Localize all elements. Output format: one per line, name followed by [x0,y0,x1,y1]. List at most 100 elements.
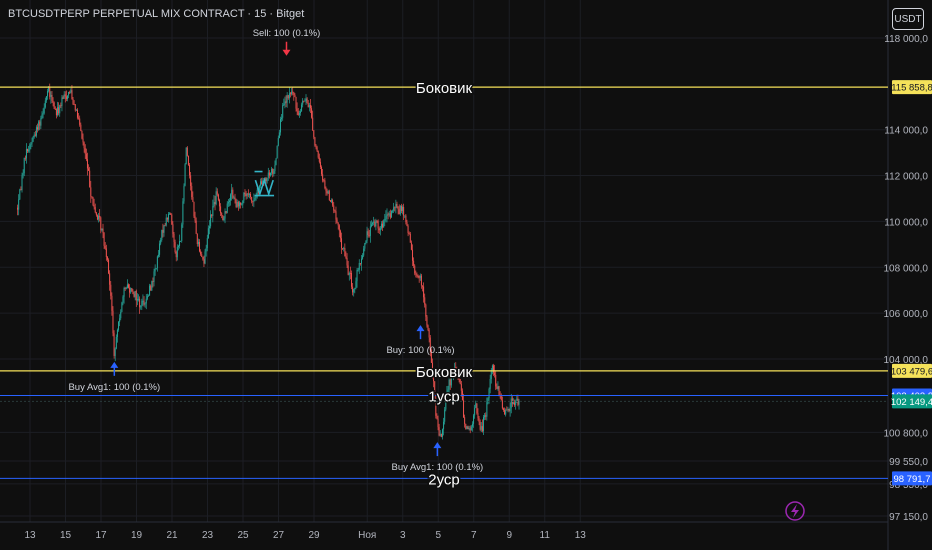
candle-body [328,191,330,201]
candle-body [304,100,306,102]
candle-body [508,408,510,412]
candle-body [465,423,467,429]
candle-body [60,105,62,107]
candle-body [509,407,511,412]
candle-body [89,170,91,188]
candle-body [39,121,41,126]
candle-body [265,178,267,182]
candle-body [131,288,133,292]
candle-body [294,94,296,97]
candle-body [337,222,339,226]
candle-body [479,421,481,430]
candle-body [505,409,507,415]
candle-body [281,117,283,120]
candle-body [38,121,40,130]
candle-body [225,211,227,213]
level-badge [892,363,932,378]
candle-body [380,223,382,229]
candle-body [476,403,478,414]
candle-body [183,185,185,202]
candle-body [301,104,303,112]
candle-body [142,300,144,302]
price-axis[interactable]: 118 000,0 114 000,0 112 000,0 110 000,0 108 … [884,34,929,523]
candle-body [226,203,228,213]
candle-body [272,168,274,174]
candle-body [336,219,338,223]
candle-body [88,168,90,171]
level-name-label: Боковик [416,364,473,381]
currency-button[interactable]: USDT [892,8,924,30]
level-badge-label: 115 858,8 [891,83,932,94]
candle-body [73,104,75,106]
candle-body [501,400,503,409]
candle-body [232,189,234,198]
candle-body [308,105,310,108]
level-badge [892,471,932,486]
candle-body [201,254,203,258]
candle-body [270,172,272,176]
candle-body [241,204,243,206]
candle-body [194,216,196,221]
candle-body [405,215,407,223]
candle-body [230,194,232,201]
time-axis[interactable]: 13 15 17 19 21 23 25 27 29 Ноя 3 5 7 9 11 13 [24,530,586,541]
candle-body [33,134,35,138]
candle-body [48,87,50,92]
candle-body [342,248,344,250]
candle-body [313,130,315,138]
candle-body [173,233,175,242]
lightning-icon[interactable] [785,501,805,521]
candle-body [247,193,249,195]
candle-body [258,185,260,191]
candle-body [417,276,419,277]
candle-body [62,97,64,99]
candle-body [307,103,309,108]
candle-body [111,295,113,311]
candle-body [467,426,469,430]
level-badge [892,394,932,409]
candle-body [377,221,379,229]
candle-body [318,157,320,162]
candle-body [66,95,68,100]
candle-body [179,241,181,246]
candle-body [444,409,446,422]
candle-body [96,215,98,220]
candle-body [500,395,502,401]
candle-body [510,398,512,408]
candle-body [457,371,459,376]
candle-body [181,224,183,241]
candle-body [386,214,388,216]
x-tick-label: 13 [24,530,36,541]
x-tick-label: 23 [202,530,214,541]
x-tick-label: 27 [273,530,285,541]
candle-body [125,288,127,289]
candle-body [224,211,226,219]
candle-body [143,300,145,305]
candle-body [438,427,440,436]
candle-body [266,177,268,182]
candle-body [237,201,239,207]
candle-body [136,299,138,301]
candle-body [164,225,166,227]
candle-body [134,290,136,297]
candle-body [359,262,361,264]
candle-body [356,269,358,282]
candle-body [74,104,76,111]
candle-body [126,284,128,289]
buy-arrow-head [110,361,119,368]
candle-body [78,117,80,119]
candle-body [55,109,57,116]
candle-body [440,433,442,437]
candle-body [137,298,139,300]
candle-body [228,200,230,202]
symbol-title: BTCUSDTPERP PERPETUAL MIX CONTRACT · 15 … [8,8,305,20]
candles [17,83,520,440]
candle-body [59,105,61,114]
candle-body [61,97,63,106]
candle-body [392,210,394,212]
candle-body [332,200,334,206]
candle-body [217,194,219,200]
candle-body [399,205,401,215]
candle-body [370,224,372,227]
